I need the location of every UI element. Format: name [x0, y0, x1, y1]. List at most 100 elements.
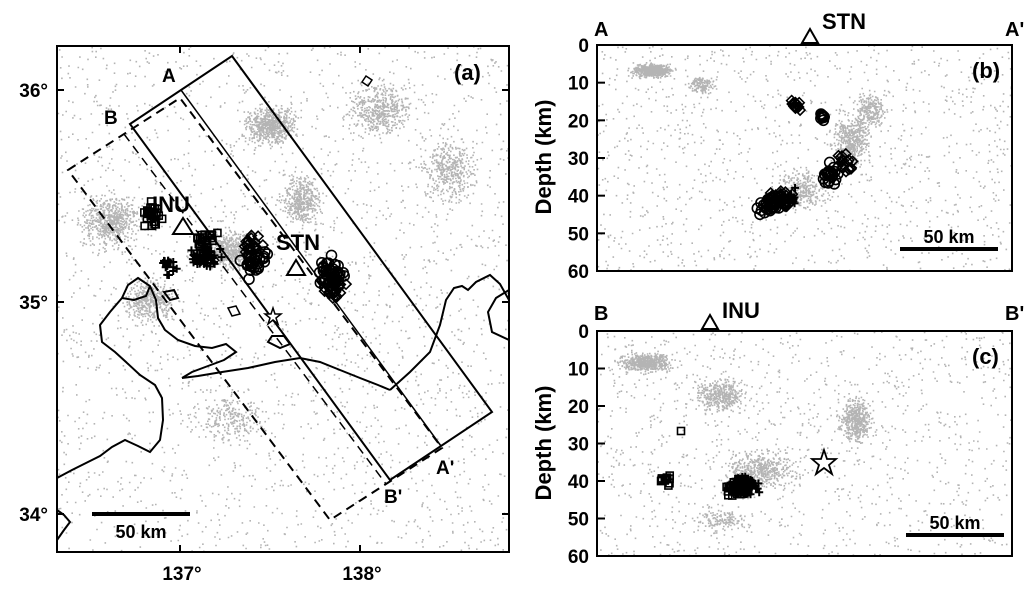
section-c-panel-label: (c) [972, 344, 999, 369]
event-circle [823, 156, 836, 169]
event-diamond [328, 271, 342, 284]
event-diamond [240, 235, 253, 248]
event-diamond [339, 278, 353, 291]
section-b-event-symbols [751, 94, 859, 221]
section-c-start-label: B [594, 303, 608, 325]
event-plus [734, 474, 743, 483]
section-c-end-label: B' [1005, 303, 1024, 325]
event-plus [781, 203, 790, 212]
section-c-station-label: INU [722, 298, 760, 323]
map-panel-label: (a) [454, 60, 481, 85]
event-plus [736, 487, 745, 496]
event-square [202, 235, 211, 245]
event-circle [245, 260, 257, 273]
profile-line-b [123, 133, 387, 485]
ytick-label: 0 [578, 322, 589, 343]
event-diamond [330, 289, 343, 303]
section-c-ylabel: Depth (km) [531, 386, 556, 501]
section-c-scale-label: 50 km [929, 513, 980, 533]
section-b-background-seismicity [597, 45, 1012, 271]
event-circle [329, 259, 341, 271]
event-plus [196, 254, 205, 263]
event-square [723, 490, 733, 500]
event-circle [313, 266, 326, 279]
section-c-yticks: 0 10 20 30 40 50 60 [568, 322, 605, 568]
section-b-start-label: A [594, 19, 608, 41]
map-background-seismicity [57, 46, 509, 552]
seismicity-dots [597, 331, 1012, 556]
section-c-event-symbols [656, 426, 764, 500]
seismicity-dots [597, 45, 1012, 271]
event-plus [217, 253, 226, 262]
event-diamond [330, 273, 343, 287]
map-lat-label-35: 35° [19, 293, 48, 314]
ytick-label: 50 [568, 510, 589, 531]
event-circle [243, 273, 255, 285]
event-square [157, 214, 167, 224]
profile-boxes [66, 54, 494, 522]
ytick-label: 0 [578, 36, 589, 57]
event-diamond [789, 96, 802, 109]
event-square [146, 197, 156, 206]
event-diamond [793, 103, 807, 117]
map-lat-label-34: 34° [19, 505, 48, 526]
map-lon-label-138: 138° [342, 564, 381, 585]
ytick-label: 60 [568, 547, 589, 568]
section-b-panel: 0 10 20 30 40 50 60 A A' STN (b) Depth (km) 50… [531, 9, 1024, 283]
event-square [147, 211, 157, 220]
map-lon-label-137: 137° [162, 564, 201, 585]
event-square [143, 208, 153, 218]
map-event-symbols [140, 197, 353, 305]
event-plus [216, 245, 225, 254]
event-diamond [845, 161, 858, 174]
section-b-scale-label: 50 km [923, 227, 974, 247]
event-plus [747, 477, 756, 486]
section-b-end-label: A' [1005, 19, 1024, 41]
event-diamond [248, 235, 262, 249]
event-diamond [327, 287, 340, 300]
map-station-inu-label: INU [152, 192, 190, 217]
event-diamond [835, 155, 848, 169]
event-square [148, 203, 157, 212]
event-square [676, 426, 686, 436]
profile-box-b [66, 96, 444, 522]
event-diamond [786, 97, 800, 110]
event-plus [203, 258, 212, 267]
ytick-label: 50 [568, 224, 589, 245]
event-diamond [318, 284, 331, 298]
event-square [150, 219, 159, 229]
ytick-label: 30 [568, 435, 589, 456]
section-c-panel: 0 10 20 30 40 50 60 B B' INU (c) Depth (km) 50… [531, 298, 1024, 568]
event-diamond [239, 245, 252, 259]
event-plus [791, 183, 800, 192]
section-b-yticks: 0 10 20 30 40 50 60 [568, 36, 605, 283]
event-plus [725, 484, 734, 493]
station-stn-marker [285, 258, 307, 276]
map-lat-label-36: 36° [19, 81, 48, 102]
ytick-label: 20 [568, 111, 589, 132]
event-plus [752, 484, 761, 493]
map-scale-label: 50 km [115, 522, 166, 542]
section-c-hypocenter-star [809, 447, 839, 477]
section-b-panel-label: (b) [972, 58, 1000, 83]
ytick-label: 40 [568, 472, 589, 493]
map-panel: 36° 35° 34° 137° 138° (a) A B A' B' INU … [19, 45, 510, 585]
event-diamond [766, 198, 779, 211]
event-diamond [769, 189, 782, 202]
profile-box-a [128, 54, 494, 482]
event-plus [743, 484, 752, 493]
event-diamond [839, 147, 852, 161]
map-frame [56, 45, 510, 553]
event-plus [164, 270, 173, 279]
event-plus [162, 262, 171, 271]
ytick-label: 30 [568, 149, 589, 170]
event-square [213, 228, 222, 238]
event-circle [755, 204, 768, 217]
event-plus [209, 258, 218, 267]
section-b-station-marker [800, 26, 820, 44]
ytick-label: 20 [568, 397, 589, 418]
map-profile-a-start: A [162, 66, 176, 87]
event-plus [738, 472, 747, 481]
event-plus [746, 490, 755, 499]
map-ticks [57, 46, 509, 552]
